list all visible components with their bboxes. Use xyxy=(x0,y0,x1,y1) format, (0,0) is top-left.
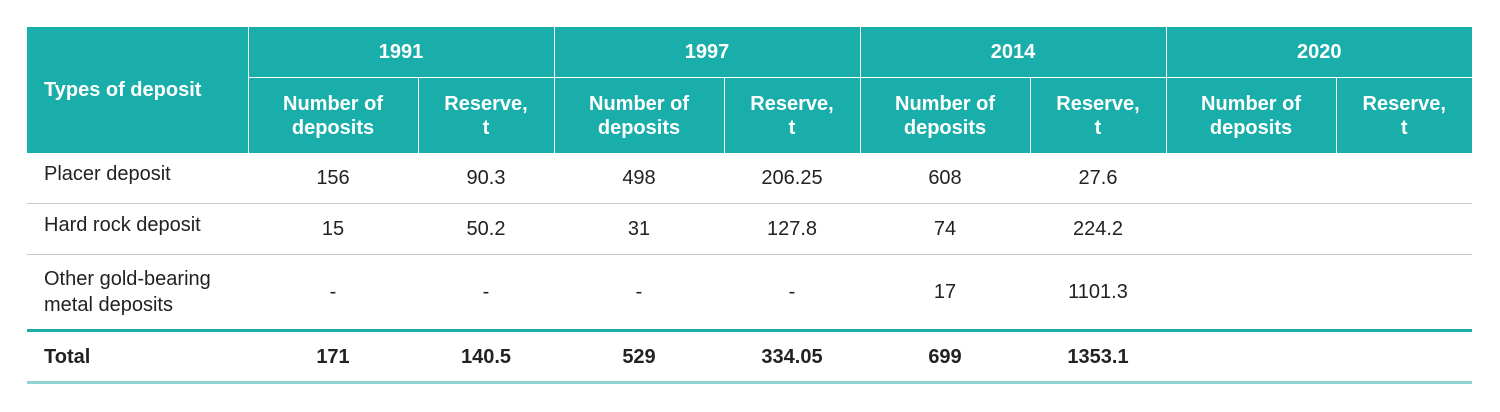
table-cell: 31 xyxy=(554,203,724,255)
table-cell: 608 xyxy=(860,153,1030,204)
table-cell: 1101.3 xyxy=(1030,254,1166,332)
reserve-header: Reserve, t xyxy=(724,77,861,153)
total-row: Total 171 140.5 529 334.05 699 1353.1 xyxy=(27,330,1472,384)
sub-header-row: Number of deposits Reserve, t Number of dep… xyxy=(27,77,1472,153)
table-cell xyxy=(1336,203,1472,255)
total-cell: 171 xyxy=(248,330,418,384)
table-cell xyxy=(1166,203,1336,255)
table-body: Placer deposit 156 90.3 498 206.25 608 2… xyxy=(27,153,1472,384)
table-cell: 90.3 xyxy=(418,153,554,204)
number-of-deposits-header: Number of deposits xyxy=(248,77,419,153)
table-cell xyxy=(1166,254,1336,332)
table-cell: - xyxy=(554,254,724,332)
table-cell: 127.8 xyxy=(724,203,860,255)
number-of-deposits-header: Number of deposits xyxy=(1166,77,1337,153)
table-cell: - xyxy=(418,254,554,332)
reserve-header: Reserve, t xyxy=(418,77,555,153)
table-cell: 156 xyxy=(248,153,418,204)
total-cell: 699 xyxy=(860,330,1030,384)
table-cell: 498 xyxy=(554,153,724,204)
total-label: Total xyxy=(27,330,248,384)
table-row: Placer deposit 156 90.3 498 206.25 608 2… xyxy=(27,153,1472,204)
deposit-type-cell: Placer deposit xyxy=(27,153,248,204)
table-cell: 74 xyxy=(860,203,1030,255)
table-cell xyxy=(1336,254,1472,332)
table-cell: 17 xyxy=(860,254,1030,332)
table-cell: 27.6 xyxy=(1030,153,1166,204)
types-of-deposit-header: Types of deposit xyxy=(27,27,249,153)
number-of-deposits-header: Number of deposits xyxy=(860,77,1031,153)
table-row: Hard rock deposit 15 50.2 31 127.8 74 22… xyxy=(27,203,1472,255)
table-cell xyxy=(1166,153,1336,204)
table-cell: 50.2 xyxy=(418,203,554,255)
reserve-header: Reserve, t xyxy=(1030,77,1167,153)
year-header-1991: 1991 xyxy=(247,27,554,78)
total-cell: 334.05 xyxy=(724,330,860,384)
total-cell: 1353.1 xyxy=(1030,330,1166,384)
year-header-row: Types of deposit 1991 1997 2014 2020 xyxy=(27,27,1472,153)
year-header-2020: 2020 xyxy=(1165,27,1472,78)
gold-deposits-table: Types of deposit 1991 1997 2014 2020 Num… xyxy=(27,27,1472,384)
reserve-header: Reserve, t xyxy=(1336,77,1472,153)
deposit-type-cell: Hard rock deposit xyxy=(27,203,248,255)
table-cell: 15 xyxy=(248,203,418,255)
table-cell: - xyxy=(724,254,860,332)
total-cell: 140.5 xyxy=(418,330,554,384)
deposit-type-cell: Other gold-bearing metal deposits xyxy=(27,254,248,332)
total-cell: 529 xyxy=(554,330,724,384)
table-header: Types of deposit 1991 1997 2014 2020 Num… xyxy=(27,27,1472,153)
table-cell: 206.25 xyxy=(724,153,860,204)
year-header-2014: 2014 xyxy=(859,27,1166,78)
table-cell: 224.2 xyxy=(1030,203,1166,255)
total-cell xyxy=(1166,330,1336,384)
table-row: Other gold-bearing metal deposits - - - -… xyxy=(27,254,1472,332)
table-cell xyxy=(1336,153,1472,204)
table-cell: - xyxy=(248,254,418,332)
number-of-deposits-header: Number of deposits xyxy=(554,77,725,153)
year-header-1997: 1997 xyxy=(553,27,860,78)
total-cell xyxy=(1336,330,1472,384)
